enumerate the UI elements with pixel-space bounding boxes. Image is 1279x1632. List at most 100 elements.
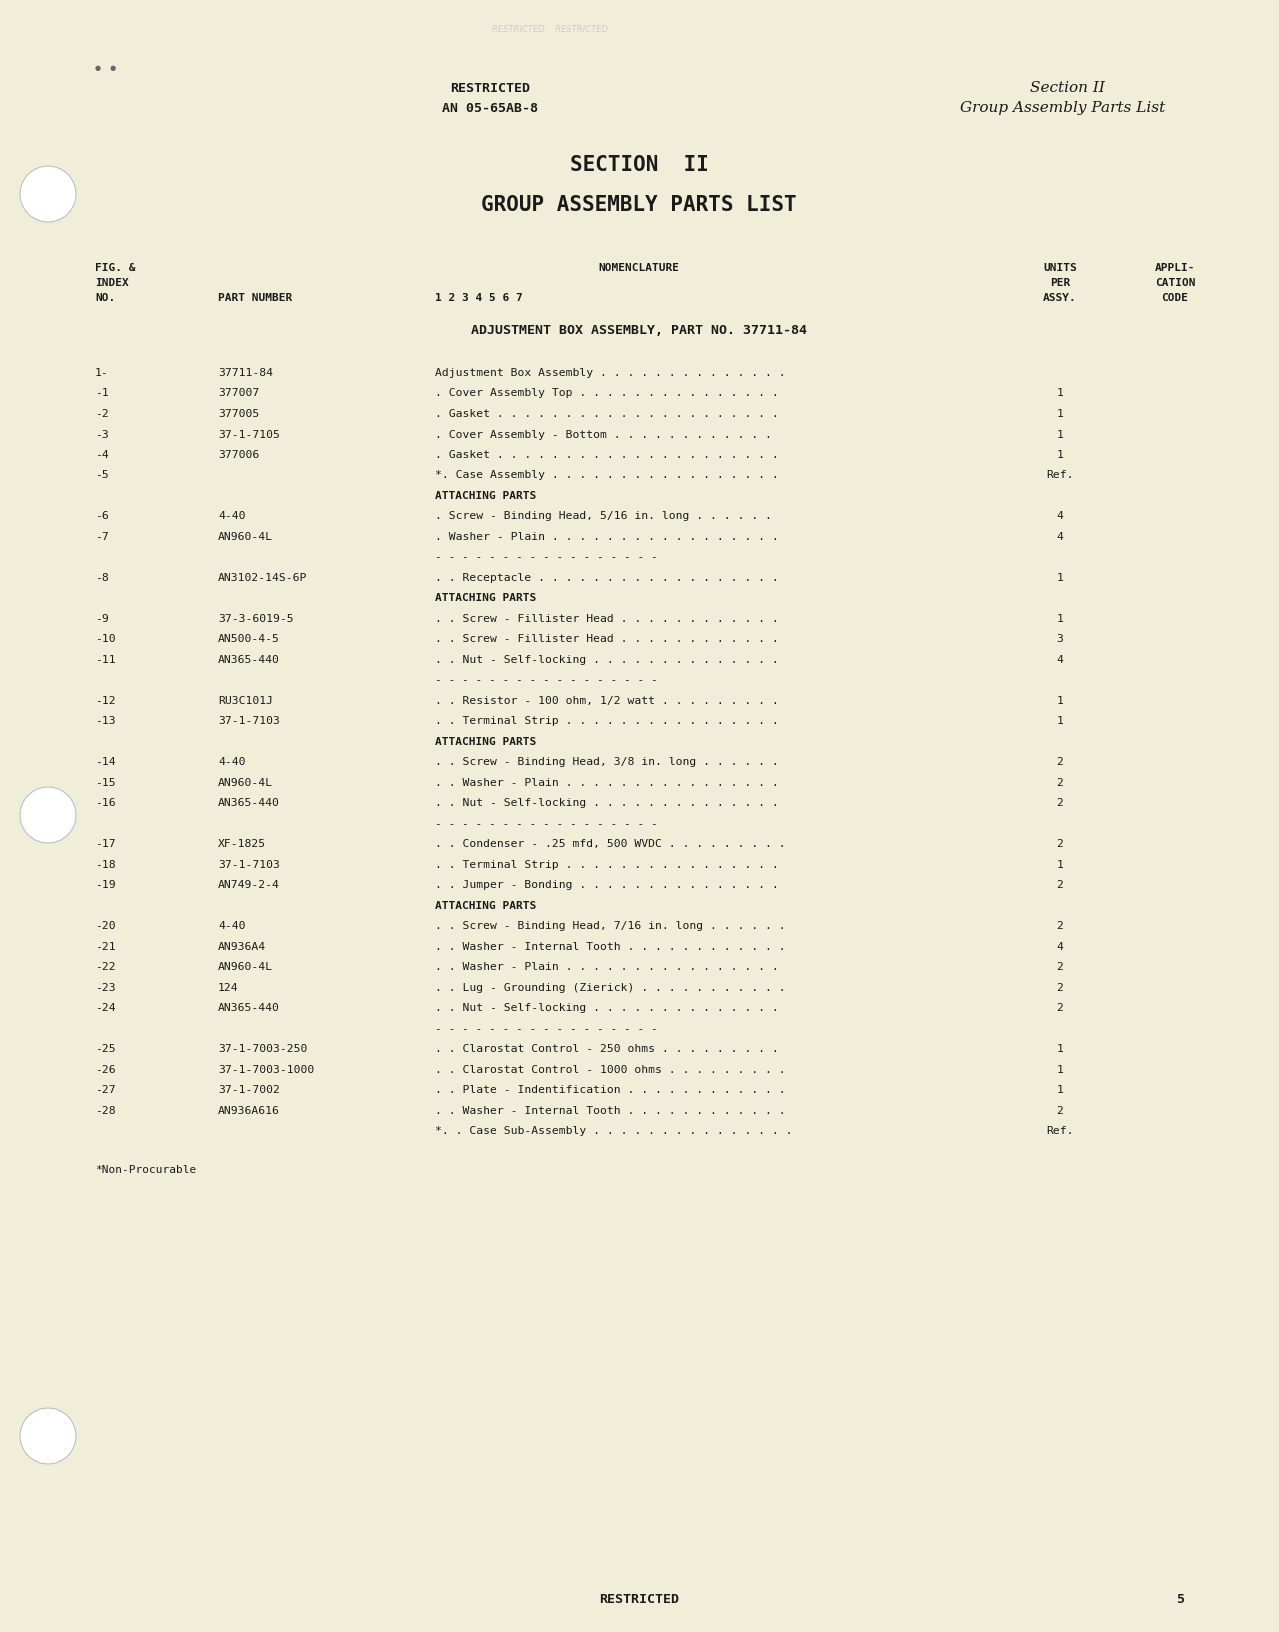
Text: . . Screw - Binding Head, 3/8 in. long . . . . . .: . . Screw - Binding Head, 3/8 in. long .… [435,757,779,767]
Text: AN936A4: AN936A4 [217,942,266,951]
Text: . Cover Assembly Top . . . . . . . . . . . . . . .: . Cover Assembly Top . . . . . . . . . .… [435,388,779,398]
Text: 37-1-7105: 37-1-7105 [217,429,280,439]
Text: . . Nut - Self-locking . . . . . . . . . . . . . .: . . Nut - Self-locking . . . . . . . . .… [435,798,779,808]
Text: 377006: 377006 [217,450,260,460]
Text: *. Case Assembly . . . . . . . . . . . . . . . . .: *. Case Assembly . . . . . . . . . . . .… [435,470,779,480]
Text: . . Receptacle . . . . . . . . . . . . . . . . . .: . . Receptacle . . . . . . . . . . . . .… [435,573,779,583]
Circle shape [20,166,75,224]
Text: ASSY.: ASSY. [1044,292,1077,304]
Text: -24: -24 [95,1004,115,1013]
Text: UNITS: UNITS [1044,263,1077,273]
Text: . . Screw - Fillister Head . . . . . . . . . . . .: . . Screw - Fillister Head . . . . . . .… [435,614,779,623]
Text: . . Terminal Strip . . . . . . . . . . . . . . . .: . . Terminal Strip . . . . . . . . . . .… [435,716,779,726]
Text: 1: 1 [1056,1044,1063,1054]
Text: -10: -10 [95,635,115,645]
Text: -8: -8 [95,573,109,583]
Text: PART NUMBER: PART NUMBER [217,292,292,304]
Text: 377007: 377007 [217,388,260,398]
Text: -15: -15 [95,777,115,788]
Text: 1: 1 [1056,388,1063,398]
Text: -20: -20 [95,920,115,930]
Text: - - - - - - - - - - - - - - - - -: - - - - - - - - - - - - - - - - - [435,1023,657,1033]
Text: 2: 2 [1056,1105,1063,1115]
Text: 1: 1 [1056,429,1063,439]
Text: 4-40: 4-40 [217,511,246,521]
Text: 1: 1 [1056,860,1063,870]
Text: -17: -17 [95,839,115,849]
Text: . Screw - Binding Head, 5/16 in. long . . . . . .: . Screw - Binding Head, 5/16 in. long . … [435,511,771,521]
Text: . . Screw - Binding Head, 7/16 in. long . . . . . .: . . Screw - Binding Head, 7/16 in. long … [435,920,785,930]
Text: . . Washer - Internal Tooth . . . . . . . . . . . .: . . Washer - Internal Tooth . . . . . . … [435,942,785,951]
Text: 5: 5 [1175,1593,1184,1606]
Text: 2: 2 [1056,798,1063,808]
Text: RESTRICTED: RESTRICTED [599,1593,679,1606]
Text: Group Assembly Parts List: Group Assembly Parts List [961,101,1165,114]
Text: 37-3-6019-5: 37-3-6019-5 [217,614,294,623]
Text: 2: 2 [1056,982,1063,992]
Text: . . Resistor - 100 ohm, 1/2 watt . . . . . . . . .: . . Resistor - 100 ohm, 1/2 watt . . . .… [435,695,779,705]
Text: . Cover Assembly - Bottom . . . . . . . . . . . .: . Cover Assembly - Bottom . . . . . . . … [435,429,771,439]
Text: . . Nut - Self-locking . . . . . . . . . . . . . .: . . Nut - Self-locking . . . . . . . . .… [435,654,779,664]
Text: CODE: CODE [1161,292,1188,304]
Text: RESTRICTED: RESTRICTED [450,82,530,95]
Text: -1: -1 [95,388,109,398]
Text: ADJUSTMENT BOX ASSEMBLY, PART NO. 37711-84: ADJUSTMENT BOX ASSEMBLY, PART NO. 37711-… [471,323,807,336]
Text: -27: -27 [95,1085,115,1095]
Text: . . Screw - Fillister Head . . . . . . . . . . . .: . . Screw - Fillister Head . . . . . . .… [435,635,779,645]
Text: -22: -22 [95,961,115,973]
Text: -5: -5 [95,470,109,480]
Text: AN3102-14S-6P: AN3102-14S-6P [217,573,307,583]
Text: AN 05-65AB-8: AN 05-65AB-8 [443,101,538,114]
Text: AN365-440: AN365-440 [217,798,280,808]
Text: *. . Case Sub-Assembly . . . . . . . . . . . . . . .: *. . Case Sub-Assembly . . . . . . . . .… [435,1126,793,1136]
Text: 1: 1 [1056,1085,1063,1095]
Text: -18: -18 [95,860,115,870]
Text: 2: 2 [1056,777,1063,788]
Text: -14: -14 [95,757,115,767]
Text: 1 2 3 4 5 6 7: 1 2 3 4 5 6 7 [435,292,523,304]
Text: -3: -3 [95,429,109,439]
Text: RESTRICTED    RESTRICTED: RESTRICTED RESTRICTED [492,26,608,34]
Text: FIG. &: FIG. & [95,263,136,273]
Text: . . Condenser - .25 mfd, 500 WVDC . . . . . . . . .: . . Condenser - .25 mfd, 500 WVDC . . . … [435,839,785,849]
Text: Section II: Section II [1030,82,1105,95]
Text: CATION: CATION [1155,277,1196,287]
Text: . Gasket . . . . . . . . . . . . . . . . . . . . .: . Gasket . . . . . . . . . . . . . . . .… [435,408,779,419]
Text: 4-40: 4-40 [217,757,246,767]
Text: -26: -26 [95,1064,115,1074]
Text: 37711-84: 37711-84 [217,367,272,377]
Text: ATTACHING PARTS: ATTACHING PARTS [435,901,536,911]
Text: 1: 1 [1056,614,1063,623]
Text: *Non-Procurable: *Non-Procurable [95,1164,196,1175]
Text: 124: 124 [217,982,239,992]
Text: 1: 1 [1056,450,1063,460]
Text: 1: 1 [1056,716,1063,726]
Text: . . Clarostat Control - 250 ohms . . . . . . . . .: . . Clarostat Control - 250 ohms . . . .… [435,1044,779,1054]
Text: 3: 3 [1056,635,1063,645]
Text: -7: -7 [95,532,109,542]
Text: SECTION  II: SECTION II [569,155,709,175]
Text: AN749-2-4: AN749-2-4 [217,880,280,889]
Text: - - - - - - - - - - - - - - - - -: - - - - - - - - - - - - - - - - - [435,819,657,829]
Text: - - - - - - - - - - - - - - - - -: - - - - - - - - - - - - - - - - - [435,552,657,561]
Text: -6: -6 [95,511,109,521]
Text: RU3C101J: RU3C101J [217,695,272,705]
Text: -23: -23 [95,982,115,992]
Text: -21: -21 [95,942,115,951]
Text: . Washer - Plain . . . . . . . . . . . . . . . . .: . Washer - Plain . . . . . . . . . . . .… [435,532,779,542]
Text: 2: 2 [1056,839,1063,849]
Text: . Gasket . . . . . . . . . . . . . . . . . . . . .: . Gasket . . . . . . . . . . . . . . . .… [435,450,779,460]
Text: 37-1-7003-1000: 37-1-7003-1000 [217,1064,315,1074]
Text: GROUP ASSEMBLY PARTS LIST: GROUP ASSEMBLY PARTS LIST [481,194,797,215]
Text: 1: 1 [1056,573,1063,583]
Text: -4: -4 [95,450,109,460]
Text: ATTACHING PARTS: ATTACHING PARTS [435,736,536,746]
Text: 1: 1 [1056,695,1063,705]
Text: 37-1-7002: 37-1-7002 [217,1085,280,1095]
Text: AN960-4L: AN960-4L [217,777,272,788]
Text: AN365-440: AN365-440 [217,654,280,664]
Text: -16: -16 [95,798,115,808]
Text: 1: 1 [1056,408,1063,419]
Text: . . Washer - Plain . . . . . . . . . . . . . . . .: . . Washer - Plain . . . . . . . . . . .… [435,777,779,788]
Text: 2: 2 [1056,880,1063,889]
